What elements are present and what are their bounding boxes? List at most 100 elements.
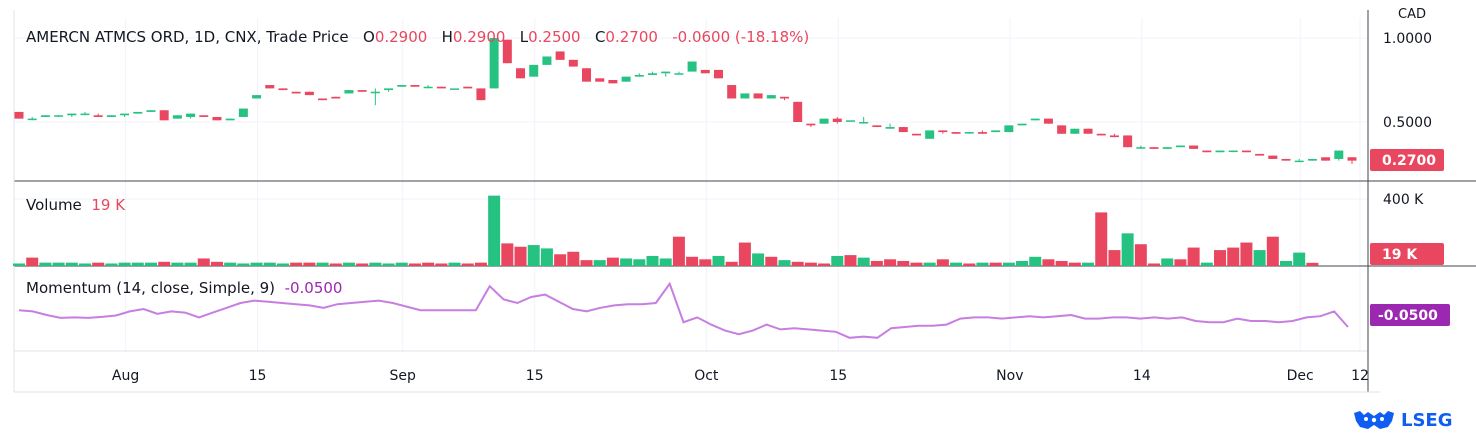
candle-body: [238, 108, 248, 117]
candle: [384, 88, 394, 92]
volume-bar: [1253, 250, 1266, 266]
x-tick-label: Dec: [1287, 368, 1314, 384]
candle: [1123, 135, 1133, 148]
candle: [489, 38, 499, 89]
candle: [463, 86, 473, 89]
candle: [885, 123, 895, 129]
candle: [476, 88, 486, 101]
candle-body: [27, 118, 37, 121]
candle-body: [938, 130, 948, 133]
candle-body: [885, 127, 895, 129]
volume-bar: [26, 257, 39, 266]
candle: [1162, 147, 1172, 149]
candle-body: [648, 73, 658, 75]
volume-bar: [488, 195, 501, 266]
volume-bar: [237, 263, 250, 266]
candle: [872, 125, 882, 128]
candle: [252, 95, 262, 99]
volume-bar: [1280, 260, 1293, 266]
candle-body: [1149, 147, 1159, 149]
candle-body: [1017, 123, 1027, 126]
volume-bar: [158, 261, 171, 266]
candle: [265, 85, 275, 89]
candle: [687, 61, 697, 72]
volume-bar: [382, 263, 395, 266]
grid-lines: [14, 18, 1368, 351]
volume-bar: [580, 260, 593, 266]
volume-bar: [527, 245, 540, 266]
candle: [1228, 150, 1238, 153]
candle-body: [542, 56, 552, 65]
volume-bar: [936, 259, 949, 266]
candle-body: [1030, 118, 1040, 121]
candle-body: [489, 38, 499, 89]
volume-bar: [1293, 252, 1306, 266]
open-value: 0.2900: [374, 28, 428, 46]
candle: [450, 88, 460, 90]
candle-body: [1228, 150, 1238, 153]
volume-bar: [686, 256, 699, 266]
candle: [1083, 128, 1093, 134]
candle: [595, 78, 605, 82]
volume-bar: [39, 262, 52, 266]
volume-last-badge: 19 K: [1370, 243, 1444, 265]
candle-body: [1202, 150, 1212, 153]
candle-body: [766, 95, 776, 99]
candle: [819, 118, 829, 124]
candle: [27, 116, 37, 121]
candle-body: [463, 86, 473, 89]
candle-body: [687, 61, 697, 72]
lseg-crest-icon: [1354, 411, 1394, 429]
volume-bar: [290, 262, 303, 266]
candle-body: [1043, 118, 1053, 124]
candle: [713, 69, 723, 79]
volume-bar: [514, 246, 527, 266]
candle-body: [793, 101, 803, 122]
volume-bar: [540, 248, 553, 266]
candle: [516, 68, 526, 79]
candle-body: [397, 85, 407, 87]
volume-bar: [1266, 236, 1279, 266]
volume-bar: [197, 258, 210, 266]
volume-bar: [461, 263, 474, 266]
candle: [133, 111, 143, 114]
candle: [740, 93, 750, 99]
candle-body: [819, 118, 829, 124]
volume-bar: [963, 263, 976, 266]
candle: [964, 132, 974, 134]
volume-bar: [65, 262, 78, 266]
candle: [1109, 133, 1119, 138]
candle-body: [740, 93, 750, 99]
volume-bar: [699, 259, 712, 266]
candle: [1321, 157, 1331, 161]
volume-bar: [950, 262, 963, 266]
last-value-badges: 0.2700 19 K -0.0500: [1370, 149, 1450, 326]
candle: [859, 116, 869, 124]
candle-body: [1241, 150, 1251, 153]
candle: [542, 56, 552, 65]
price-last-badge-bg: [1370, 149, 1444, 171]
volume-bar: [52, 262, 65, 266]
candle-body: [582, 68, 592, 82]
candle-body: [529, 64, 539, 77]
volume-bar: [1108, 250, 1121, 266]
volume-bar: [923, 262, 936, 266]
candle-body: [845, 120, 855, 122]
candle: [766, 95, 776, 99]
x-tick-label: 15: [526, 368, 544, 384]
candle-body: [54, 115, 64, 117]
candle: [951, 132, 961, 134]
logo-text: LSEG: [1401, 409, 1453, 431]
candle: [172, 115, 182, 119]
candle: [14, 111, 24, 119]
volume-label: Volume: [26, 196, 82, 214]
candle-body: [40, 115, 50, 117]
candle: [370, 88, 380, 106]
candle: [106, 115, 116, 117]
volume-bar: [831, 255, 844, 266]
volume-bar: [1055, 260, 1068, 266]
volume-bar: [356, 263, 369, 266]
candle: [1202, 150, 1212, 153]
candle-body: [859, 122, 869, 124]
